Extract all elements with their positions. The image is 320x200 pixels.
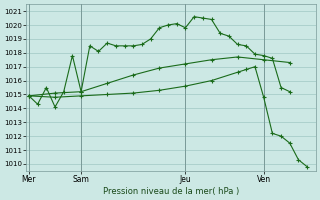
X-axis label: Pression niveau de la mer( hPa ): Pression niveau de la mer( hPa ) — [103, 187, 239, 196]
